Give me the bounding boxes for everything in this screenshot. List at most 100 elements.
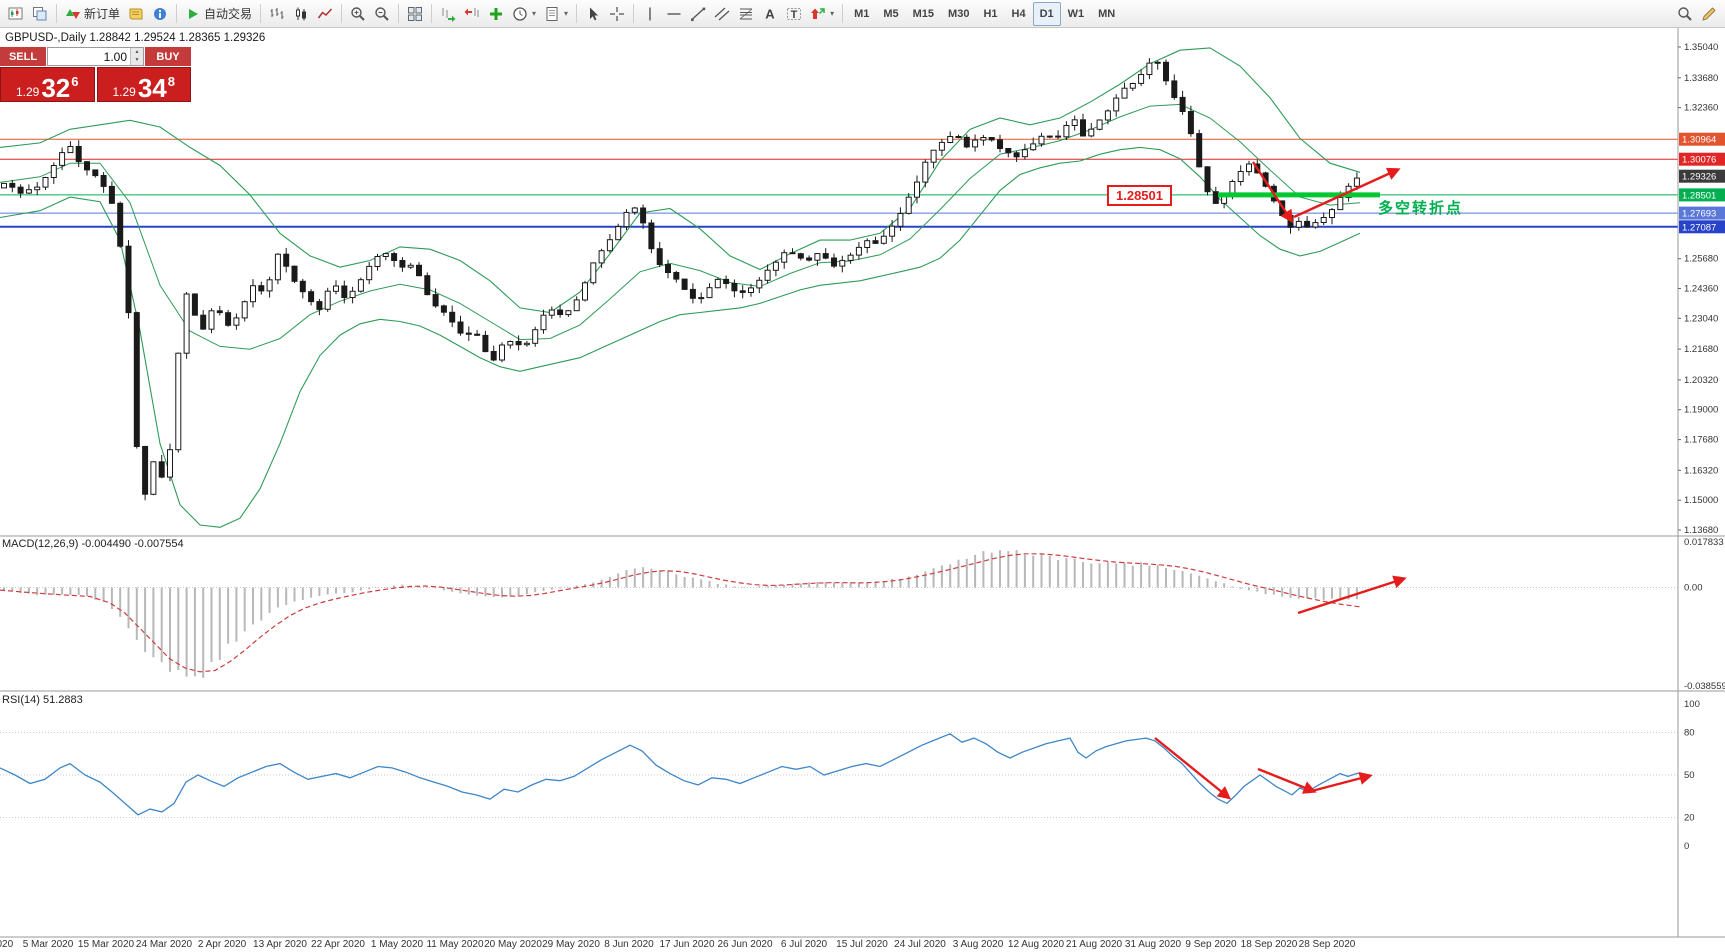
- annotation-arrows[interactable]: [1154, 161, 1407, 800]
- buy-label: BUY: [145, 47, 191, 66]
- toolbar-separator: [431, 4, 433, 23]
- rsi-line: [0, 733, 1361, 816]
- svg-text:13 Apr 2020: 13 Apr 2020: [253, 939, 307, 950]
- auto-trading-label: 自动交易: [204, 7, 253, 21]
- svg-text:1.23040: 1.23040: [1684, 313, 1718, 324]
- buy-button[interactable]: 1.29 34 8: [96, 67, 191, 102]
- zoom-out-button[interactable]: [370, 2, 394, 26]
- turning-point-label[interactable]: 多空转折点: [1378, 200, 1464, 217]
- template-icon: [544, 6, 560, 22]
- trendline-button[interactable]: [686, 2, 710, 26]
- svg-text:29 May 2020: 29 May 2020: [542, 939, 600, 950]
- expert-advisors-button[interactable]: [124, 2, 148, 26]
- timeframe-mn-button[interactable]: MN: [1091, 2, 1122, 26]
- svg-text:1.32360: 1.32360: [1684, 103, 1718, 114]
- new-order-button[interactable]: 新订单: [61, 2, 124, 26]
- timeframe-h1-button[interactable]: H1: [976, 2, 1004, 26]
- volume-field[interactable]: 1.00 ▲ ▼: [47, 47, 144, 66]
- crosshair-button[interactable]: [605, 2, 629, 26]
- grid-icon: [407, 6, 423, 22]
- svg-text:1.16320: 1.16320: [1684, 465, 1718, 476]
- chart-shift-button[interactable]: [460, 2, 484, 26]
- annotation-arrow: [1251, 161, 1294, 224]
- svg-text:1.20320: 1.20320: [1684, 375, 1718, 386]
- timeframe-h4-button[interactable]: H4: [1005, 2, 1033, 26]
- auto-trading-button[interactable]: 自动交易: [181, 2, 256, 26]
- timeframe-m1-button[interactable]: M1: [847, 2, 876, 26]
- chart-canvas[interactable]: MACD(12,26,9) -0.004490 -0.007554 RSI(14…: [0, 28, 1725, 952]
- label-t-icon: T: [786, 6, 802, 22]
- toolbar-separator: [176, 4, 178, 23]
- clock-icon: [512, 6, 528, 22]
- main-toolbar: 新订单 自动交易 ▾ ▾ A T ▾ M1 M5 M15 M30 H1 H4 D1 W1 MN: [0, 0, 1725, 28]
- equidistant-channel-button[interactable]: [710, 2, 734, 26]
- svg-text:24 Jul 2020: 24 Jul 2020: [894, 939, 946, 950]
- text-a-icon: A: [762, 6, 778, 22]
- bollinger-middle-band: [0, 103, 1361, 350]
- fibonacci-retracement-button[interactable]: [734, 2, 758, 26]
- svg-text:20 May 2020: 20 May 2020: [484, 939, 542, 950]
- autoscroll-icon: [440, 6, 456, 22]
- line-chart-mode-button[interactable]: [313, 2, 337, 26]
- quotes-button[interactable]: [148, 2, 172, 26]
- svg-text:1.30076: 1.30076: [1682, 155, 1716, 166]
- svg-text:6 Jul 2020: 6 Jul 2020: [781, 939, 828, 950]
- timeframe-m5-button[interactable]: M5: [876, 2, 905, 26]
- rsi-label: RSI(14) 51.2883: [2, 694, 83, 706]
- new-chart-button[interactable]: [4, 2, 28, 26]
- timeframe-w1-button[interactable]: W1: [1061, 2, 1092, 26]
- pencil-icon: [1701, 6, 1717, 22]
- vertical-line-button[interactable]: [638, 2, 662, 26]
- bollinger-upper-band: [0, 47, 1361, 314]
- svg-text:8 Jun 2020: 8 Jun 2020: [604, 939, 654, 950]
- volume-increase-button[interactable]: ▲: [131, 48, 143, 57]
- annotation-arrow: [1154, 737, 1232, 800]
- periods-button[interactable]: ▾: [508, 2, 540, 26]
- buy-price-prefix: 1.29: [112, 84, 136, 99]
- candlestick-mode-button[interactable]: [289, 2, 313, 26]
- horizontal-line-button[interactable]: [662, 2, 686, 26]
- zoom-in-button[interactable]: [346, 2, 370, 26]
- price-axis[interactable]: 1.35040 1.33680 1.32360 1.25680 1.24360 1.230…: [1677, 28, 1725, 937]
- svg-text:A: A: [765, 6, 775, 21]
- auto-scroll-button[interactable]: [436, 2, 460, 26]
- chart-profiles-button[interactable]: [28, 2, 52, 26]
- text-button[interactable]: A: [758, 2, 782, 26]
- svg-text:1 May 2020: 1 May 2020: [371, 939, 424, 950]
- level-annotation-label[interactable]: 1.28501: [1107, 185, 1172, 206]
- search-button[interactable]: [1673, 2, 1697, 26]
- svg-text:26 Jun 2020: 26 Jun 2020: [717, 939, 772, 950]
- toolbar-separator: [842, 4, 844, 23]
- svg-text:1.33680: 1.33680: [1684, 73, 1718, 84]
- price-tag: [1679, 188, 1725, 202]
- toolbar-separator: [260, 4, 262, 23]
- tile-windows-button[interactable]: [403, 2, 427, 26]
- arrows-objects-button[interactable]: ▾: [806, 2, 838, 26]
- svg-text:-0.038559: -0.038559: [1684, 681, 1725, 692]
- templates-button[interactable]: ▾: [540, 2, 572, 26]
- magnifier-icon: [1677, 6, 1693, 22]
- svg-text:11 May 2020: 11 May 2020: [426, 939, 484, 950]
- svg-text:50: 50: [1684, 770, 1695, 781]
- svg-text:15 Mar 2020: 15 Mar 2020: [78, 939, 135, 950]
- indicators-button[interactable]: [484, 2, 508, 26]
- price-tag: [1679, 220, 1725, 234]
- text-label-button[interactable]: T: [782, 2, 806, 26]
- timeframe-m15-button[interactable]: M15: [906, 2, 941, 26]
- svg-text:20: 20: [1684, 813, 1695, 824]
- bar-chart-mode-button[interactable]: [265, 2, 289, 26]
- cursor-button[interactable]: [581, 2, 605, 26]
- timeframe-m30-button[interactable]: M30: [941, 2, 976, 26]
- chevron-down-icon: ▾: [532, 9, 537, 18]
- timeframe-d1-button[interactable]: D1: [1032, 1, 1061, 26]
- svg-text:1.28501: 1.28501: [1682, 190, 1716, 201]
- plus-green-icon: [488, 6, 504, 22]
- sell-button[interactable]: 1.29 32 6: [0, 67, 95, 102]
- svg-text:1.35040: 1.35040: [1684, 42, 1718, 53]
- book-icon: [128, 6, 144, 22]
- chart-window: MACD(12,26,9) -0.004490 -0.007554 RSI(14…: [0, 28, 1725, 952]
- volume-decrease-button[interactable]: ▼: [131, 56, 143, 65]
- edit-button[interactable]: [1697, 2, 1721, 26]
- svg-text:1.27087: 1.27087: [1682, 222, 1716, 233]
